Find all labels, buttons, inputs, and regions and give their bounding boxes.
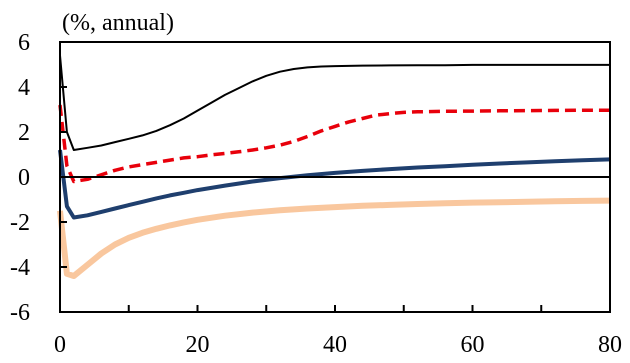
x-tick-label: 60 [461,332,485,358]
y-tick-label: 6 [18,30,30,56]
x-tick-label: 80 [598,332,622,358]
x-tick-label: 20 [186,332,210,358]
y-tick-label: -6 [10,300,30,326]
y-tick-label: 2 [18,120,30,146]
x-tick-label: 0 [54,332,66,358]
y-tick-label: -4 [10,255,30,281]
y-axis-ticks: -6 -4 -2 0 2 4 6 [10,30,67,326]
plot-frame [59,41,611,313]
y-tick-label: 4 [18,75,30,101]
series-line-3 [58,149,611,220]
x-tick-label: 40 [323,332,347,358]
series-line-1 [59,55,610,151]
series-line-2 [58,104,610,184]
y-tick-label: 0 [18,165,30,191]
y-tick-label: -2 [10,210,30,236]
unit-label: (%, annual) [62,10,174,36]
x-axis-ticks: 0 20 40 60 80 [54,305,622,358]
series-line-4 [57,197,611,279]
series-layer [57,55,611,279]
